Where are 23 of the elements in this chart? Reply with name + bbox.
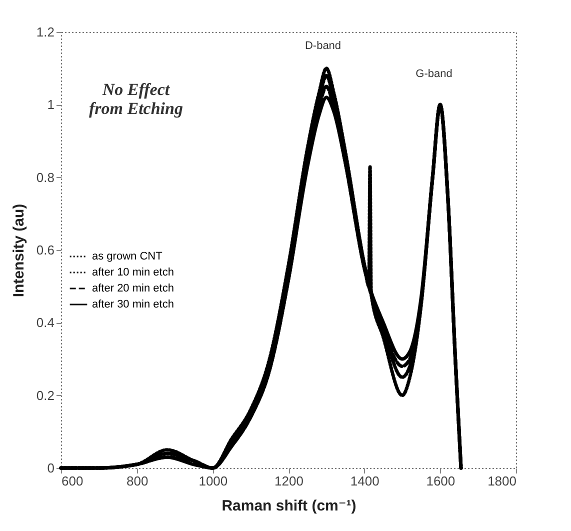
x-tick-label: 1200 [274,474,304,488]
y-tick-label: 0.6 [36,242,54,258]
y-tick-label: 0.2 [36,388,54,403]
legend-label: after 20 min etch [92,282,174,294]
y-tick-label: 0.4 [36,315,54,330]
x-tick-label: 800 [126,474,148,488]
annotation: No Effect from Etching [89,80,184,118]
y-tick-label: 1 [47,97,54,112]
x-axis-title: Raman shift (cm⁻¹) [222,498,356,514]
annotation: D-band [304,40,342,52]
legend-label: after 10 min etch [92,266,174,278]
x-tick-label: 600 [62,474,84,488]
y-axis-title: Intensity (au) [10,204,28,298]
x-tick-label: 1800 [488,474,516,488]
legend-label: after 30 min etch [92,298,174,310]
x-tick-label: 1600 [426,474,456,488]
y-tick-label: 0 [47,460,54,476]
legend-label: as grown CNT [92,250,163,262]
x-tick-label: 1400 [350,474,380,488]
y-tick-label: 1.2 [36,24,54,40]
annotation: G-band [416,68,452,80]
x-tick-label: 1000 [198,474,228,488]
y-tick-label: 0.8 [36,170,54,185]
